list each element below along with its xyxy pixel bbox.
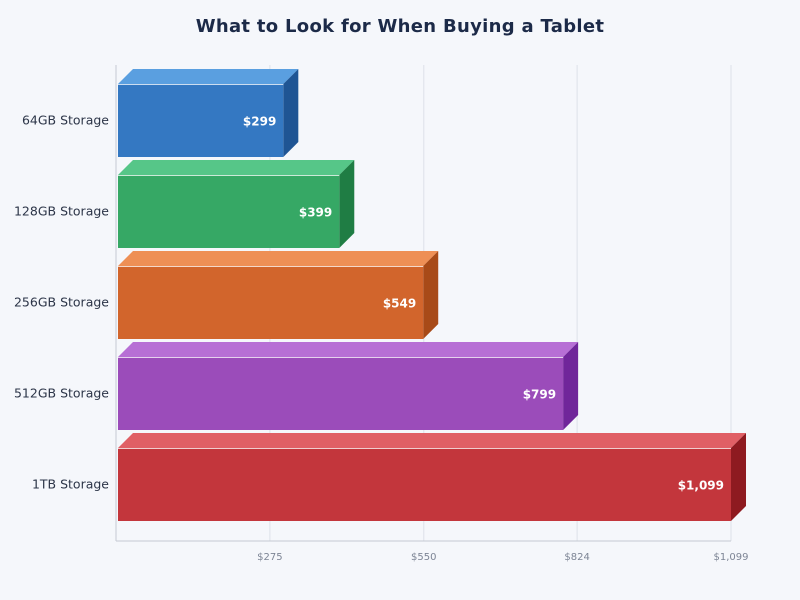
bar-top-face bbox=[118, 160, 355, 175]
bar bbox=[118, 448, 731, 521]
chart-title: What to Look for When Buying a Tablet bbox=[195, 16, 605, 37]
bar-side-face bbox=[283, 69, 299, 157]
bar-top-face bbox=[118, 69, 299, 84]
data-label: $399 bbox=[299, 206, 332, 220]
bar bbox=[118, 84, 284, 157]
data-label: $1,099 bbox=[678, 479, 724, 493]
y-tick-label: 1TB Storage bbox=[32, 477, 109, 492]
data-label: $549 bbox=[383, 297, 416, 311]
x-tick-label: $275 bbox=[257, 552, 282, 563]
bar-top-face bbox=[118, 433, 746, 448]
y-tick-label: 128GB Storage bbox=[14, 204, 109, 219]
bar-side-face bbox=[563, 342, 579, 430]
bar-side-face bbox=[423, 251, 439, 339]
bar-top-face bbox=[118, 342, 579, 357]
bar bbox=[118, 357, 564, 430]
bar-side-face bbox=[731, 433, 746, 521]
x-tick-label: $550 bbox=[411, 552, 436, 563]
data-label: $799 bbox=[523, 388, 556, 402]
x-tick-label: $1,099 bbox=[714, 552, 749, 563]
y-tick-label: 256GB Storage bbox=[14, 295, 109, 310]
y-tick-label: 64GB Storage bbox=[22, 113, 109, 128]
bar bbox=[118, 266, 424, 339]
bar-top-face bbox=[118, 251, 439, 266]
data-label: $299 bbox=[243, 115, 276, 129]
x-tick-label: $824 bbox=[564, 552, 589, 563]
bar bbox=[118, 175, 340, 248]
y-tick-label: 512GB Storage bbox=[14, 386, 109, 401]
bar-side-face bbox=[339, 160, 355, 248]
